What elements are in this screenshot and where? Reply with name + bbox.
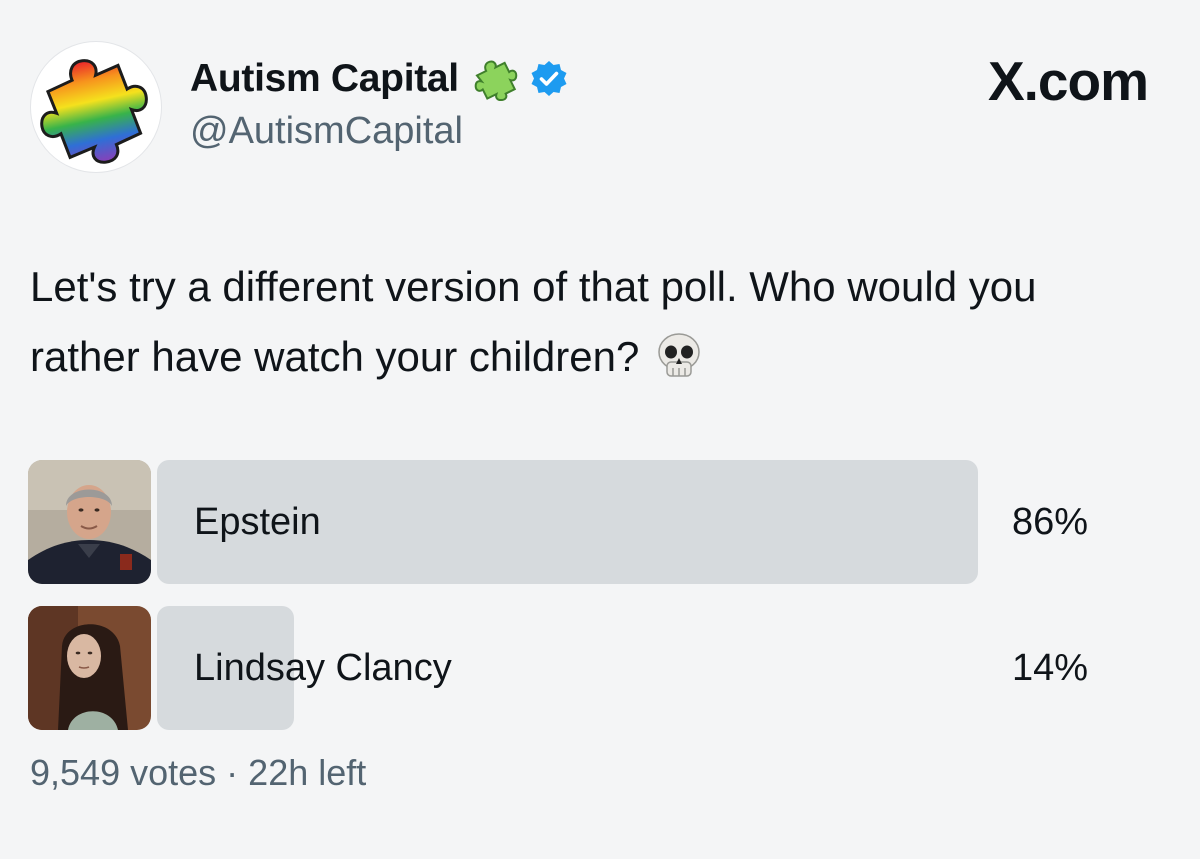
user-handle[interactable]: @AutismCapital (190, 110, 463, 152)
skull-emoji-icon (653, 330, 705, 382)
woman-portrait-photo (28, 606, 151, 730)
poll-option-percent: 14% (1011, 647, 1088, 689)
poll-time-left: 22h left (248, 752, 367, 793)
poll-bar-lindsay-clancy (157, 606, 294, 730)
poll-option-label: Lindsay Clancy (194, 647, 452, 689)
poll-separator: · (226, 752, 239, 793)
poll-option-percent: 86% (1011, 501, 1088, 543)
poll-vote-count: 9,549 votes (30, 752, 217, 793)
tweet-text: Let's try a different version of that po… (30, 252, 1130, 392)
tweet-body: Let's try a different version of that po… (30, 263, 1037, 380)
poll-footer: 9,549 votes · 22h left (30, 752, 366, 794)
verified-check-icon (529, 59, 569, 99)
poll-bar-epstein (157, 460, 978, 584)
green-puzzle-piece-icon (471, 55, 519, 103)
man-portrait-photo (28, 460, 151, 584)
profile-avatar[interactable] (30, 41, 162, 173)
poll-option-label: Epstein (194, 501, 321, 543)
display-name[interactable]: Autism Capital (190, 57, 459, 100)
display-name-row[interactable]: Autism Capital (190, 50, 569, 108)
poll-option-epstein[interactable]: Epstein 86% (28, 460, 1088, 584)
site-watermark: X.com (987, 50, 1149, 112)
rainbow-puzzle-piece-icon (40, 59, 148, 164)
poll-option-lindsay-clancy[interactable]: Lindsay Clancy 14% (28, 606, 1088, 730)
